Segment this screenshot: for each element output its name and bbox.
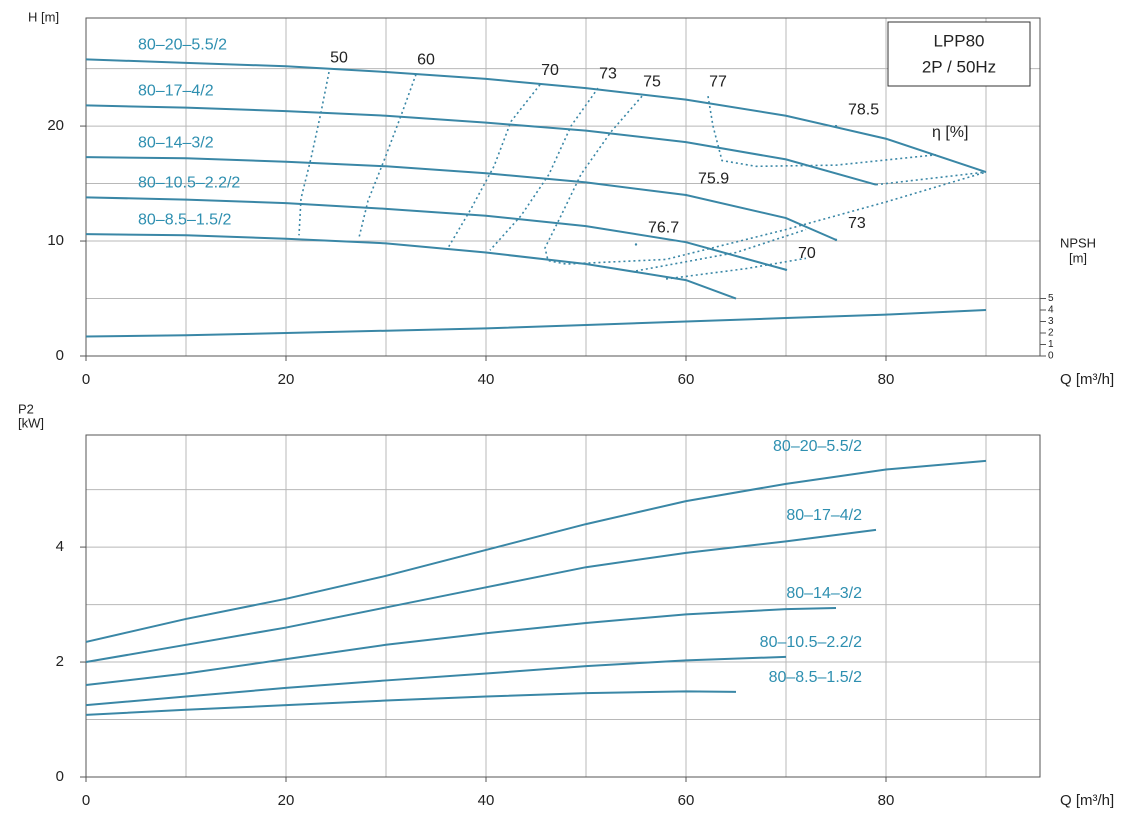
- y2-tick-label: 1: [1048, 339, 1054, 350]
- efficiency-value: 50: [330, 49, 348, 66]
- efficiency-value: 77: [709, 73, 727, 90]
- plot-frame: [85, 17, 1041, 357]
- curve-label: 80–10.5–2.2/2: [760, 634, 862, 651]
- y-tick-label: 2: [56, 653, 64, 670]
- efficiency-point: [784, 268, 788, 271]
- efficiency-point: [834, 124, 838, 128]
- x-tick-label: 0: [82, 792, 90, 809]
- efficiency-curve: [544, 95, 987, 265]
- efficiency-value: 70: [541, 62, 559, 79]
- curve-label: 80–8.5–1.5/2: [769, 669, 863, 686]
- efficiency-curve: [665, 257, 807, 280]
- curve: [85, 528, 877, 664]
- efficiency-curve: [358, 74, 417, 238]
- curve: [85, 233, 737, 300]
- model-box: [887, 21, 1031, 87]
- curve-label: 80–17–4/2: [786, 507, 862, 524]
- efficiency-value: 60: [417, 52, 435, 69]
- plot-frame: [85, 434, 1041, 778]
- x-tick-label: 80: [878, 792, 895, 809]
- y2-tick-label: 5: [1048, 293, 1054, 304]
- curve-label: 80–14–3/2: [786, 585, 862, 602]
- curve: [85, 104, 877, 186]
- curve: [85, 156, 837, 241]
- y2-axis-label: [m]: [1069, 250, 1087, 265]
- efficiency-value: 78.5: [848, 101, 879, 118]
- x-axis-label: Q [m³/h]: [1060, 371, 1114, 388]
- x-axis-label: Q [m³/h]: [1060, 792, 1114, 809]
- efficiency-value: 70: [798, 245, 816, 262]
- curve: [85, 607, 837, 687]
- curve: [85, 309, 987, 338]
- x-tick-label: 80: [878, 371, 895, 388]
- y2-axis-label: NPSH: [1060, 235, 1096, 250]
- x-tick-label: 40: [478, 792, 495, 809]
- model-name: LPP80: [933, 31, 984, 50]
- y-tick-label: 4: [56, 538, 64, 555]
- y2-tick-label: 2: [1048, 328, 1054, 339]
- efficiency-value: 73: [848, 215, 866, 232]
- efficiency-curve: [298, 71, 330, 236]
- x-tick-label: 20: [278, 792, 295, 809]
- efficiency-point: [684, 193, 688, 197]
- x-tick-label: 40: [478, 371, 495, 388]
- efficiency-point: [834, 238, 838, 242]
- y-tick-label: 10: [47, 232, 64, 249]
- curve: [85, 655, 787, 707]
- efficiency-curve: [635, 228, 807, 272]
- efficiency-value: 73: [599, 65, 617, 82]
- curve: [85, 459, 987, 643]
- efficiency-curve: [875, 171, 987, 186]
- curve-label: 80–20–5.5/2: [773, 438, 862, 455]
- efficiency-value: 75.9: [698, 170, 729, 187]
- y-axis-label: P2: [18, 401, 34, 416]
- y2-tick-label: 0: [1048, 351, 1054, 362]
- x-tick-label: 0: [82, 371, 90, 388]
- efficiency-curve: [447, 84, 541, 249]
- efficiency-value: 75: [643, 73, 661, 90]
- curve-label: 80–17–4/2: [138, 83, 214, 100]
- curve-label: 80–8.5–1.5/2: [138, 211, 232, 228]
- y-tick-label: 0: [56, 768, 64, 785]
- y2-tick-label: 4: [1048, 305, 1054, 316]
- curve-label: 80–10.5–2.2/2: [138, 175, 240, 192]
- curve-label: 80–20–5.5/2: [138, 37, 227, 54]
- y-axis-label: [kW]: [18, 415, 44, 430]
- x-tick-label: 20: [278, 371, 295, 388]
- x-tick-label: 60: [678, 792, 695, 809]
- efficiency-label: η [%]: [932, 124, 968, 141]
- curve-label: 80–14–3/2: [138, 134, 214, 151]
- y-tick-label: 20: [47, 117, 64, 134]
- y-axis-label: H [m]: [28, 9, 59, 24]
- efficiency-point: [634, 243, 638, 246]
- efficiency-curve: [489, 87, 599, 251]
- efficiency-value: 76.7: [648, 220, 679, 237]
- efficiency-curve: [707, 96, 937, 168]
- x-tick-label: 60: [678, 371, 695, 388]
- curve: [85, 196, 787, 271]
- y-tick-label: 0: [56, 347, 64, 364]
- curve: [85, 690, 737, 716]
- model-spec: 2P / 50Hz: [922, 57, 996, 76]
- y2-tick-label: 3: [1048, 316, 1054, 327]
